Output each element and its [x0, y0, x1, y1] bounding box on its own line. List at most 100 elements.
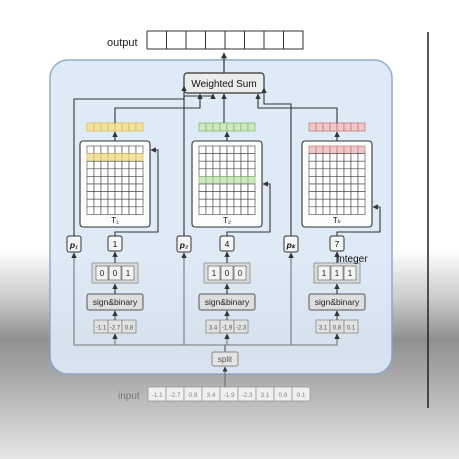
- bit-value: 1: [335, 269, 340, 278]
- table-cell: [240, 198, 249, 208]
- selected-embedding-cell: [205, 122, 214, 132]
- table-cell: [205, 183, 214, 192]
- table-cell: [121, 198, 130, 208]
- table-cell: [100, 145, 109, 154]
- bit-cell: [343, 265, 357, 281]
- selected-row-cell: [135, 153, 144, 162]
- table-cell: [322, 153, 331, 162]
- table-cell: [357, 168, 366, 177]
- table-cell: [86, 206, 95, 215]
- bit-cell: [121, 265, 135, 281]
- output-cell: [185, 30, 206, 50]
- input-cell: [291, 386, 311, 402]
- table-cell: [226, 168, 235, 177]
- chunk-value: 0.8: [333, 326, 342, 332]
- table-cell: [247, 160, 256, 170]
- input-value: 3.1: [260, 392, 269, 399]
- table-cell: [329, 176, 338, 185]
- table-cell: [128, 176, 137, 185]
- table-cell: [219, 160, 228, 170]
- table-cell: [233, 145, 242, 154]
- table-cell: [329, 198, 338, 208]
- selected-row-cell: [336, 145, 345, 154]
- table-cell: [114, 176, 123, 185]
- input-value: -2.3: [241, 392, 253, 399]
- table-cell: [336, 153, 345, 162]
- table-cell: [322, 168, 331, 177]
- selected-row-cell: [247, 176, 256, 185]
- table-cell: [135, 206, 144, 215]
- table-cell: [343, 153, 352, 162]
- input-value: 0.8: [188, 392, 197, 399]
- table-cell: [357, 206, 366, 215]
- table-cell: [198, 168, 207, 177]
- table-cell: [336, 183, 345, 192]
- table-cell: [198, 206, 207, 215]
- table-cell: [219, 183, 228, 192]
- chunk-value: 0.8: [125, 326, 134, 332]
- table-cell: [336, 176, 345, 185]
- chunk-cell: [121, 319, 137, 334]
- table-cell: [107, 176, 116, 185]
- table-cell: [107, 160, 116, 170]
- table-cell: [226, 191, 235, 200]
- sign-binary-label: sign&binary: [205, 297, 250, 307]
- table-cell: [315, 160, 324, 170]
- selected-row-cell: [350, 145, 359, 154]
- table-cell: [336, 206, 345, 215]
- table-cell: [100, 191, 109, 200]
- table-cell: [128, 206, 137, 215]
- table-cell: [247, 153, 256, 162]
- selected-row-cell: [219, 176, 228, 185]
- table-cell: [198, 145, 207, 154]
- table-cell: [240, 160, 249, 170]
- table-cell: [343, 191, 352, 200]
- table-cell: [205, 198, 214, 208]
- input-vector: -1.1 -2.7 0.8 3.4 -1.9 -2.3 3.1 0.8 0.1: [147, 386, 311, 402]
- table-cell: [336, 191, 345, 200]
- weight-label: pₖ: [286, 240, 297, 250]
- selected-row-cell: [226, 176, 235, 185]
- table-cell: [100, 206, 109, 215]
- table-cell: [322, 160, 331, 170]
- table-cell: [205, 160, 214, 170]
- bit-cell: [220, 265, 234, 281]
- selected-embedding-cell: [329, 122, 338, 132]
- chunk-value: 3.1: [319, 326, 328, 332]
- selected-row-cell: [322, 145, 331, 154]
- table-cell: [198, 153, 207, 162]
- table-cell: [107, 191, 116, 200]
- selected-embedding-cell: [135, 122, 144, 132]
- bit-value: 0: [238, 269, 243, 278]
- table-cell: [205, 206, 214, 215]
- bit-value: 1: [322, 269, 327, 278]
- table-cell: [308, 198, 317, 208]
- table-cell: [315, 168, 324, 177]
- output-cell: [205, 30, 226, 50]
- table-cell: [343, 168, 352, 177]
- table-cell: [350, 160, 359, 170]
- table-cell: [247, 183, 256, 192]
- selected-row-cell: [198, 176, 207, 185]
- bit-value: 0: [113, 269, 118, 278]
- selected-embedding-cell: [212, 122, 221, 132]
- bit-cell: [108, 265, 122, 281]
- table-cell: [226, 206, 235, 215]
- bit-value: 1: [348, 269, 353, 278]
- split-to-weight-arrow: [224, 252, 294, 352]
- chunk-cell: [343, 319, 359, 334]
- table-cell: [233, 198, 242, 208]
- selected-row-cell: [315, 145, 324, 154]
- index-value: 7: [335, 239, 340, 249]
- table-cell: [329, 153, 338, 162]
- table-cell: [343, 176, 352, 185]
- input-value: -1.1: [151, 392, 163, 399]
- weight-to-sum-arrow: [261, 87, 292, 236]
- selected-row-cell: [121, 153, 130, 162]
- table-cell: [315, 198, 324, 208]
- table-cell: [219, 206, 228, 215]
- table-cell: [86, 145, 95, 154]
